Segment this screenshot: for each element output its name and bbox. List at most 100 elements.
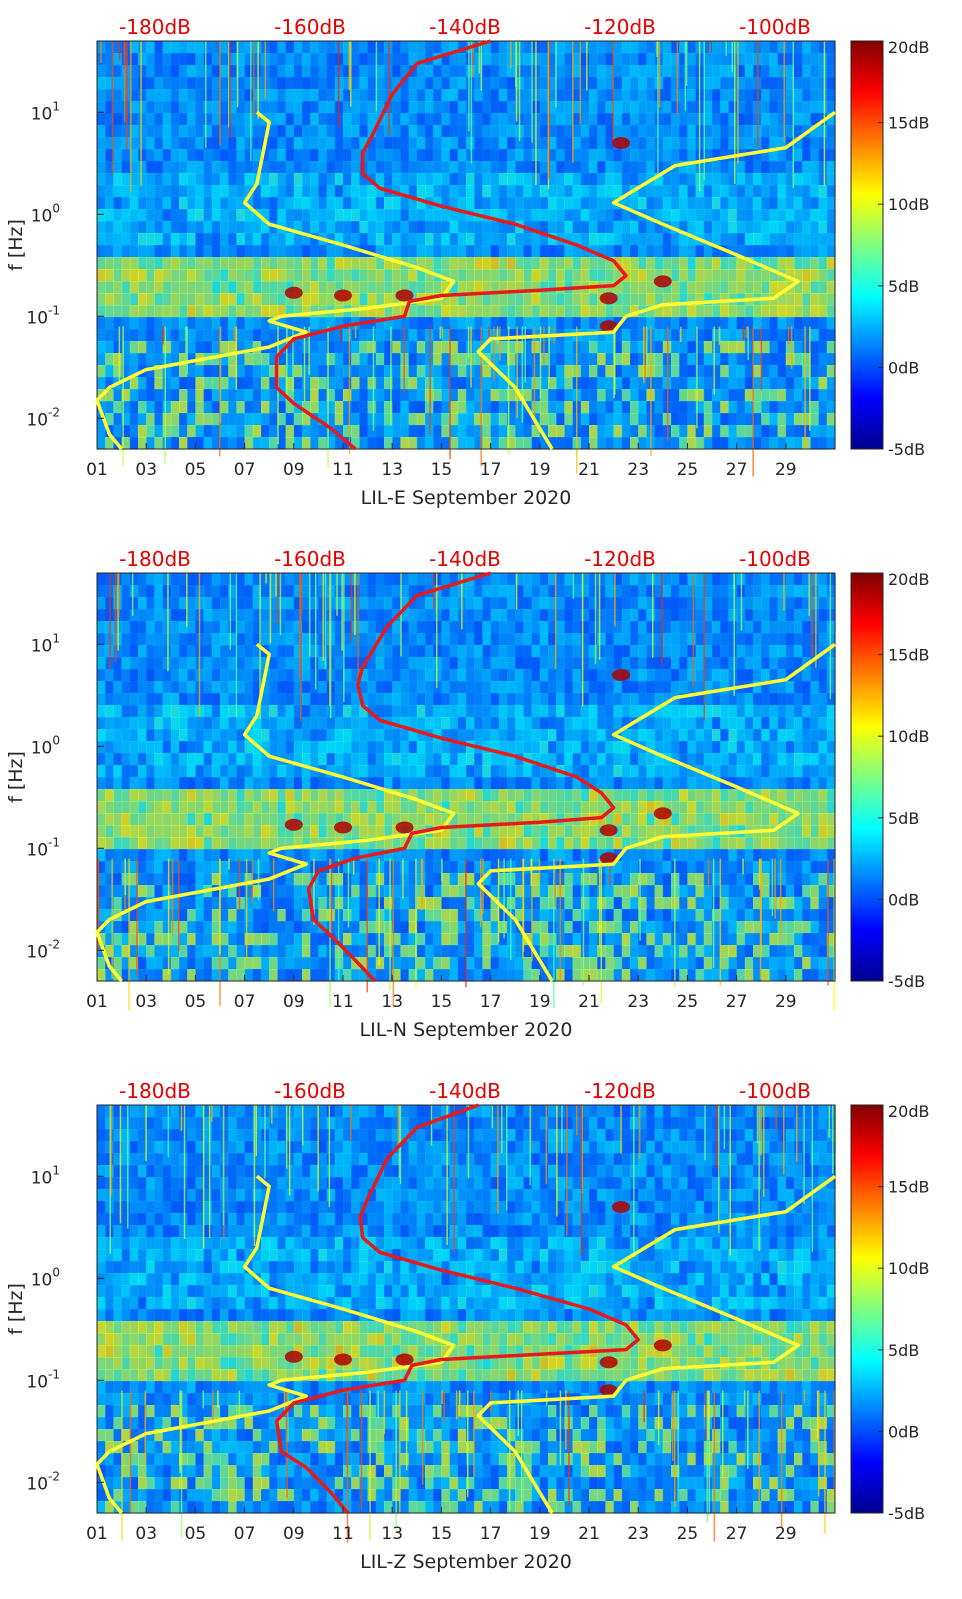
spectrogram-cell (261, 933, 270, 946)
spectrogram-cell (351, 413, 360, 426)
spectrogram-cell (384, 585, 393, 598)
spectrogram-cell (302, 765, 311, 778)
spectrogram-cell (129, 269, 139, 282)
spectrogram-cell (187, 389, 196, 402)
spectrogram-cell (392, 777, 401, 790)
spectrogram-cell (195, 245, 205, 258)
spectrogram-cell (597, 125, 606, 138)
spectrogram-cell (457, 413, 467, 426)
spectrogram-cell (564, 113, 574, 126)
spectrogram-cell (269, 233, 278, 246)
spectrogram-cell (662, 89, 672, 102)
spectrogram-cell (367, 921, 377, 934)
spectrogram-cell (441, 933, 451, 946)
spectrogram-cell (375, 161, 385, 174)
spectrogram-cell (671, 377, 680, 390)
spectrogram-cell (474, 909, 483, 922)
spectrogram-cell (375, 101, 385, 114)
spectrogram-cell (539, 425, 549, 438)
spectrogram-cell (712, 125, 721, 138)
spectrogram-cell (162, 341, 172, 354)
spectrogram-cell (285, 789, 295, 802)
spectrogram-cell (818, 41, 828, 54)
spectrogram-cell (269, 621, 278, 634)
spectrogram-cell (416, 633, 426, 646)
spectrogram-cell (449, 873, 459, 886)
spectrogram-cell (703, 293, 713, 306)
spectrogram-cell (400, 317, 410, 330)
x-tick-label: 13 (381, 460, 403, 480)
spectrogram-cell (810, 257, 820, 270)
spectrogram-cell (310, 729, 319, 742)
spectrogram-cell (211, 897, 221, 910)
spectrogram-cell (343, 969, 352, 982)
spectrogram-cell (761, 173, 770, 186)
spectrogram-cell (375, 413, 385, 426)
spectrogram-cell (474, 657, 483, 670)
spectrogram-cell (720, 41, 729, 54)
spectrogram-cell (572, 257, 582, 270)
spectrogram-cell (400, 89, 410, 102)
spectrogram-cell (630, 329, 639, 342)
spectrogram-cell (646, 233, 656, 246)
spectrogram-cell (695, 257, 705, 270)
spectrogram-cell (351, 257, 360, 270)
spectrogram-cell (326, 765, 336, 778)
spectrogram-cell (785, 89, 795, 102)
spectrogram-cell (433, 693, 442, 706)
spectrogram-cell (712, 377, 721, 390)
spectrogram-streak (613, 326, 615, 399)
spectrogram-cell (310, 969, 319, 982)
spectrogram-cell (400, 717, 410, 730)
spectrogram-cell (580, 341, 590, 354)
spectrogram-cell (285, 173, 295, 186)
spectrogram-cell (121, 365, 131, 378)
spectrogram-cell (154, 305, 164, 318)
spectrogram-cell (490, 221, 500, 234)
spectrogram-cell (367, 101, 377, 114)
spectrogram-cell (244, 305, 254, 318)
spectrogram-cell (753, 221, 762, 234)
spectrogram-cell (671, 221, 680, 234)
spectrogram-cell (359, 669, 369, 682)
spectrogram-cell (457, 681, 467, 694)
spectrogram-cell (203, 957, 213, 970)
spectrogram-cell (228, 257, 237, 270)
spectrogram-cell (490, 269, 500, 282)
spectrogram-cell (277, 401, 287, 414)
spectrogram-cell (343, 861, 352, 874)
spectrogram-cell (736, 389, 746, 402)
spectrogram-cell (359, 101, 369, 114)
spectrogram-cell (605, 113, 615, 126)
spectrogram-cell (334, 185, 344, 198)
spectrogram-cell (170, 53, 180, 66)
spectrogram-cell (220, 789, 229, 802)
spectrogram-cell (457, 945, 467, 958)
spectrogram-cell (293, 173, 303, 186)
spectrogram-cell (236, 353, 246, 366)
spectrogram-cell (482, 245, 492, 258)
spectrogram-cell (146, 573, 155, 586)
spectrogram-cell (293, 353, 303, 366)
spectrogram-cell (261, 305, 270, 318)
spectrogram-cell (474, 921, 483, 934)
spectrogram-cell (605, 353, 615, 366)
spectrogram-cell (269, 573, 278, 586)
spectrogram-cell (187, 645, 196, 658)
spectrogram-cell (621, 233, 631, 246)
spectrogram-cell (498, 173, 508, 186)
spectrogram-cell (359, 837, 369, 850)
spectrogram-cell (220, 437, 229, 450)
spectrogram-cell (228, 753, 237, 766)
spectrogram-cell (252, 681, 262, 694)
spectrogram-cell (416, 113, 426, 126)
spectrogram-cell (343, 329, 352, 342)
spectrogram-cell (343, 173, 352, 186)
spectrogram-cell (720, 77, 729, 90)
spectrogram-cell (818, 413, 828, 426)
spectrogram-cell (179, 329, 188, 342)
spectrogram-cell (261, 401, 270, 414)
spectrogram-cell (97, 573, 106, 586)
spectrogram-cell (498, 669, 508, 682)
spectrogram-cell (146, 305, 155, 318)
